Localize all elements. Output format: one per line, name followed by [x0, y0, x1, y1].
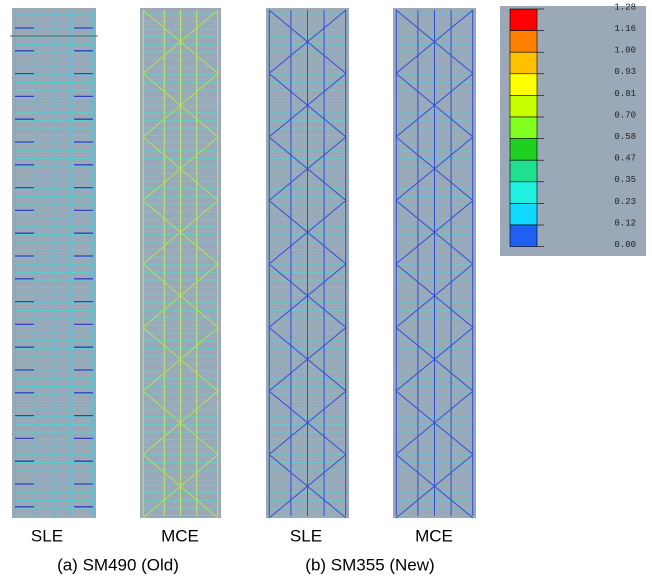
legend-swatch [510, 203, 537, 225]
legend-swatch [510, 225, 537, 247]
legend-label: 1.16 [614, 24, 636, 34]
legend-label: 0.81 [614, 89, 636, 99]
legend-swatch [510, 31, 537, 53]
legend-swatch [510, 139, 537, 161]
legend-swatch [510, 52, 537, 74]
panel-label: SLE [290, 526, 322, 545]
legend-swatch [510, 95, 537, 117]
legend-swatch [510, 160, 537, 182]
structure-model [10, 8, 98, 518]
legend-label: 0.00 [614, 240, 636, 250]
group-caption: (a) SM490 (Old) [57, 555, 179, 574]
legend-swatch [510, 117, 537, 139]
legend-label: 0.12 [614, 218, 636, 228]
group-caption: (b) SM355 (New) [305, 555, 434, 574]
legend-label: 0.47 [614, 154, 636, 164]
panel-label: MCE [161, 526, 199, 545]
legend-label: 0.93 [614, 67, 636, 77]
legend-swatch [510, 182, 537, 204]
panel-label: MCE [415, 526, 453, 545]
figure: 1.28 1.16 1.00 0.93 0.81 0.70 0.58 0.47 0.35 0.23… [0, 0, 652, 582]
legend-label: 1.28 [614, 2, 636, 12]
legend-swatch [510, 74, 537, 96]
legend-label: 0.35 [614, 175, 636, 185]
structure-model [266, 8, 349, 518]
structure-model [140, 8, 221, 518]
legend-label: 0.70 [614, 110, 636, 120]
legend-swatch [510, 9, 537, 31]
legend-label: 0.58 [614, 132, 636, 142]
legend-label: 0.23 [614, 197, 636, 207]
models [10, 8, 476, 518]
legend-label: 1.00 [614, 46, 636, 56]
panel-label: SLE [31, 526, 63, 545]
structure-model [393, 8, 476, 518]
